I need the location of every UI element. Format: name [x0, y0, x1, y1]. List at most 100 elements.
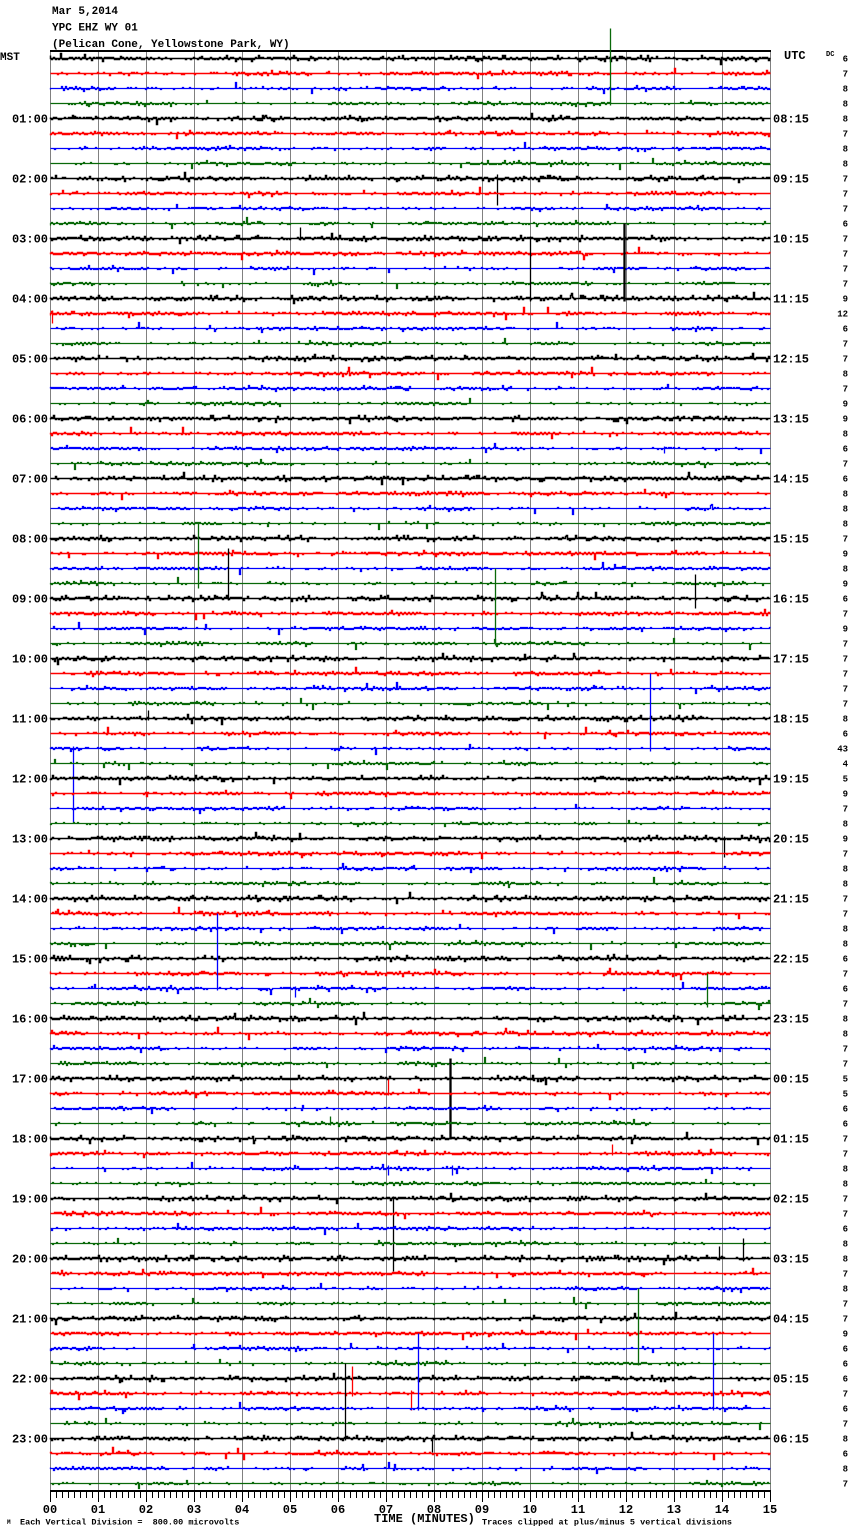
svg-text:7: 7 [843, 205, 848, 215]
svg-text:05: 05 [283, 1503, 297, 1517]
svg-text:21:15: 21:15 [773, 893, 809, 907]
svg-text:Mar 5,2014: Mar 5,2014 [52, 6, 118, 18]
svg-text:9: 9 [843, 625, 848, 635]
svg-text:7: 7 [843, 805, 848, 815]
svg-text:6: 6 [843, 1345, 848, 1355]
svg-text:8: 8 [843, 145, 848, 155]
svg-text:09:00: 09:00 [12, 593, 48, 607]
svg-text:8: 8 [843, 1435, 848, 1445]
svg-text:5: 5 [843, 1075, 848, 1085]
svg-text:7: 7 [843, 655, 848, 665]
svg-text:7: 7 [843, 1195, 848, 1205]
svg-text:(Pelican Cone, Yellowstone Par: (Pelican Cone, Yellowstone Park, WY) [52, 39, 290, 51]
svg-text:7: 7 [843, 1270, 848, 1280]
svg-text:03:00: 03:00 [12, 233, 48, 247]
svg-text:02: 02 [139, 1503, 153, 1517]
svg-text:6: 6 [843, 475, 848, 485]
svg-text:Each Vertical Division = 800.: Each Vertical Division = 800.00 microvol… [20, 1518, 239, 1528]
svg-text:15: 15 [763, 1503, 777, 1517]
svg-text:6: 6 [843, 55, 848, 65]
svg-text:04: 04 [235, 1503, 249, 1517]
svg-text:23:15: 23:15 [773, 1013, 809, 1027]
svg-text:8: 8 [843, 1240, 848, 1250]
svg-text:7: 7 [843, 670, 848, 680]
svg-text:7: 7 [843, 235, 848, 245]
svg-text:7: 7 [843, 1150, 848, 1160]
svg-text:7: 7 [843, 610, 848, 620]
svg-text:02:00: 02:00 [12, 173, 48, 187]
svg-text:YPC EHZ WY 01: YPC EHZ WY 01 [52, 23, 138, 35]
svg-text:6: 6 [843, 1450, 848, 1460]
svg-text:8: 8 [843, 1030, 848, 1040]
svg-text:13: 13 [667, 1503, 681, 1517]
svg-text:10: 10 [523, 1503, 537, 1517]
svg-text:8: 8 [843, 880, 848, 890]
svg-text:9: 9 [843, 835, 848, 845]
svg-text:7: 7 [843, 190, 848, 200]
svg-text:04:00: 04:00 [12, 293, 48, 307]
svg-text:7: 7 [843, 340, 848, 350]
svg-text:10:15: 10:15 [773, 233, 809, 247]
svg-text:22:00: 22:00 [12, 1373, 48, 1387]
svg-text:02:15: 02:15 [773, 1193, 809, 1207]
svg-text:8: 8 [843, 1465, 848, 1475]
svg-text:7: 7 [843, 1135, 848, 1145]
svg-text:18:00: 18:00 [12, 1133, 48, 1147]
svg-text:9: 9 [843, 790, 848, 800]
svg-text:6: 6 [843, 445, 848, 455]
svg-text:11:00: 11:00 [12, 713, 48, 727]
svg-text:03:15: 03:15 [773, 1253, 809, 1267]
svg-text:7: 7 [843, 1300, 848, 1310]
svg-text:13:00: 13:00 [12, 833, 48, 847]
svg-text:6: 6 [843, 220, 848, 230]
svg-text:7: 7 [843, 1480, 848, 1490]
svg-text:20:00: 20:00 [12, 1253, 48, 1267]
svg-text:16:15: 16:15 [773, 593, 809, 607]
svg-text:8: 8 [843, 565, 848, 575]
svg-text:07:00: 07:00 [12, 473, 48, 487]
svg-text:23:00: 23:00 [12, 1433, 48, 1447]
svg-text:7: 7 [843, 910, 848, 920]
svg-text:8: 8 [843, 940, 848, 950]
svg-text:22:15: 22:15 [773, 953, 809, 967]
svg-text:Traces clipped at plus/minus 5: Traces clipped at plus/minus 5 vertical … [482, 1518, 732, 1528]
svg-text:5: 5 [843, 775, 848, 785]
svg-text:6: 6 [843, 730, 848, 740]
svg-text:20:15: 20:15 [773, 833, 809, 847]
svg-text:06: 06 [331, 1503, 345, 1517]
svg-text:6: 6 [843, 1360, 848, 1370]
svg-text:8: 8 [843, 85, 848, 95]
svg-text:6: 6 [843, 955, 848, 965]
svg-text:12: 12 [619, 1503, 633, 1517]
svg-text:08:15: 08:15 [773, 113, 809, 127]
svg-text:9: 9 [843, 415, 848, 425]
svg-text:7: 7 [843, 175, 848, 185]
svg-text:7: 7 [843, 970, 848, 980]
svg-text:9: 9 [843, 400, 848, 410]
svg-text:7: 7 [843, 1420, 848, 1430]
svg-text:7: 7 [843, 1045, 848, 1055]
svg-text:07: 07 [379, 1503, 393, 1517]
svg-text:08:00: 08:00 [12, 533, 48, 547]
svg-text:15:15: 15:15 [773, 533, 809, 547]
svg-text:6: 6 [843, 1405, 848, 1415]
svg-text:7: 7 [843, 385, 848, 395]
svg-text:8: 8 [843, 925, 848, 935]
svg-text:7: 7 [843, 130, 848, 140]
svg-text:DC: DC [826, 51, 834, 59]
svg-text:7: 7 [843, 1390, 848, 1400]
svg-text:10:00: 10:00 [12, 653, 48, 667]
svg-text:7: 7 [843, 700, 848, 710]
svg-text:14:15: 14:15 [773, 473, 809, 487]
svg-text:00: 00 [43, 1503, 57, 1517]
svg-text:13:15: 13:15 [773, 413, 809, 427]
svg-text:7: 7 [843, 535, 848, 545]
svg-text:18:15: 18:15 [773, 713, 809, 727]
svg-text:7: 7 [843, 1210, 848, 1220]
svg-text:6: 6 [843, 985, 848, 995]
svg-text:7: 7 [843, 460, 848, 470]
svg-text:14:00: 14:00 [12, 893, 48, 907]
svg-text:8: 8 [843, 1180, 848, 1190]
svg-text:7: 7 [843, 850, 848, 860]
svg-text:19:15: 19:15 [773, 773, 809, 787]
